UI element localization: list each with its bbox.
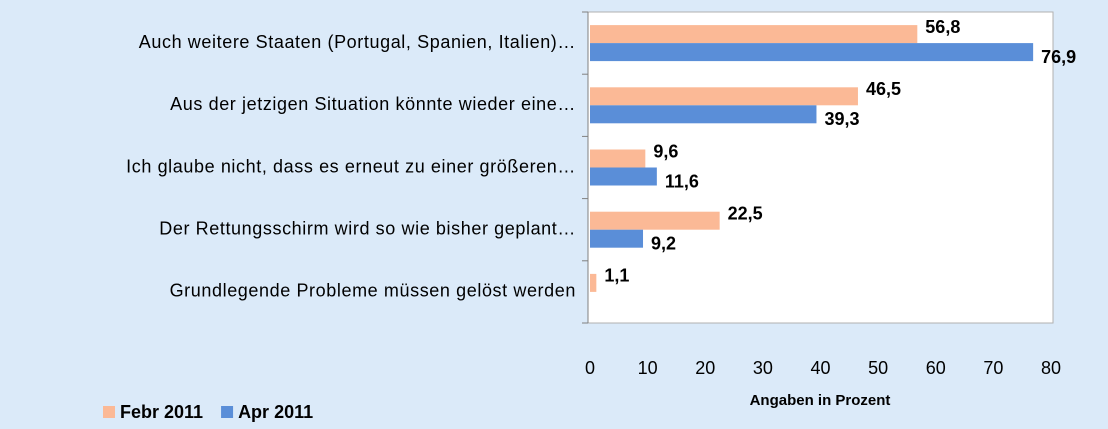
- x-tick-label: 80: [1041, 358, 1061, 378]
- bar: [590, 211, 720, 230]
- data-label: 56,8: [925, 17, 960, 37]
- y-tick-label: Ich glaube nicht, dass es erneut zu eine…: [126, 156, 576, 176]
- x-tick-label: 70: [983, 358, 1003, 378]
- data-label: 46,5: [866, 79, 901, 99]
- x-tick-label: 0: [585, 358, 595, 378]
- bar: [590, 87, 858, 106]
- y-tick-label: Grundlegende Probleme müssen gelöst werd…: [170, 281, 576, 301]
- x-tick-label: 10: [638, 358, 658, 378]
- y-tick-label: Der Rettungsschirm wird so wie bisher ge…: [159, 218, 576, 238]
- data-label: 1,1: [604, 266, 629, 286]
- x-axis-title: Angaben in Prozent: [750, 392, 891, 409]
- y-tick-label: Auch weitere Staaten (Portugal, Spanien,…: [139, 32, 576, 52]
- legend-swatch: [103, 406, 115, 418]
- x-tick-label: 20: [695, 358, 715, 378]
- bar: [590, 43, 1034, 62]
- bar: [590, 25, 918, 44]
- data-label: 9,2: [651, 233, 676, 253]
- x-tick-label: 30: [753, 358, 773, 378]
- x-tick-label: 50: [868, 358, 888, 378]
- data-label: 11,6: [665, 171, 699, 191]
- x-tick-label: 40: [810, 358, 830, 378]
- x-tick-label: 60: [926, 358, 946, 378]
- legend-label: Febr 2011: [120, 402, 203, 422]
- legend-label: Apr 2011: [238, 402, 313, 422]
- bar: [590, 105, 817, 124]
- plot-area: [587, 11, 1054, 324]
- bar: [590, 229, 644, 248]
- data-label: 76,9: [1041, 47, 1076, 67]
- bar: [590, 167, 657, 186]
- legend-swatch: [221, 406, 234, 418]
- data-label: 22,5: [728, 203, 763, 223]
- bar: [590, 149, 646, 168]
- data-label: 9,6: [653, 141, 678, 161]
- y-tick-label: Aus der jetzigen Situation könnte wieder…: [170, 94, 576, 114]
- bar: [590, 273, 597, 292]
- data-label: 39,3: [824, 109, 859, 129]
